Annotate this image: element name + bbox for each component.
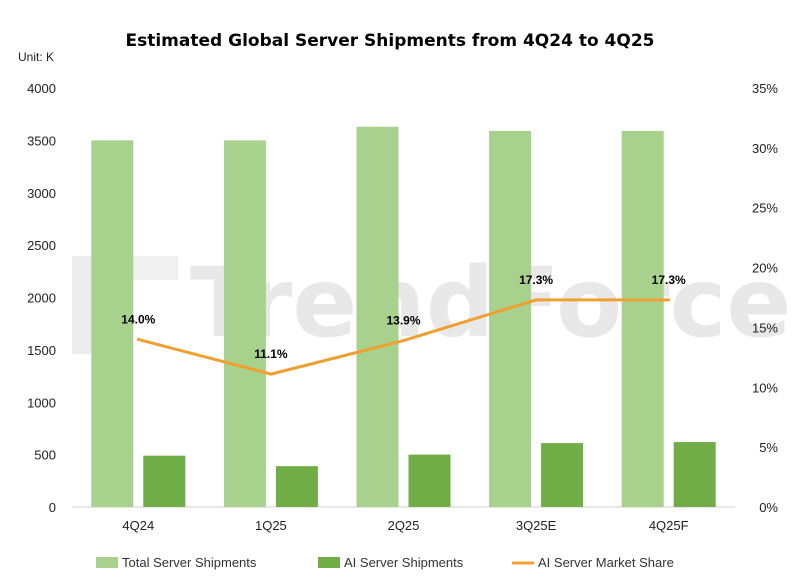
left-tick-label: 2500 xyxy=(27,238,56,253)
legend-swatch xyxy=(318,557,340,568)
trendforce-watermark: TrendForce xyxy=(72,247,791,359)
ai-shipments-bar xyxy=(143,455,186,507)
right-tick-label: 25% xyxy=(752,201,778,216)
right-tick-label: 10% xyxy=(752,380,778,395)
legend-label: Total Server Shipments xyxy=(122,555,257,570)
right-tick-label: 20% xyxy=(752,261,778,276)
market-share-point xyxy=(269,372,273,376)
total-shipments-bar xyxy=(91,140,134,507)
left-tick-label: 0 xyxy=(49,500,56,515)
line-series xyxy=(136,298,671,376)
total-shipments-bar xyxy=(621,130,664,507)
left-tick-label: 1000 xyxy=(27,395,56,410)
ai-shipments-bar xyxy=(541,443,584,507)
left-tick-label: 3000 xyxy=(27,186,56,201)
x-axis: 4Q24 1Q25 2Q25 3Q25E 4Q25F xyxy=(122,518,688,533)
unit-label: Unit: K xyxy=(18,50,54,64)
market-share-data-label: 17.3% xyxy=(519,273,553,287)
legend-label: AI Server Shipments xyxy=(344,555,464,570)
x-tick-label: 1Q25 xyxy=(255,518,287,533)
legend: Total Server Shipments AI Server Shipment… xyxy=(96,555,674,570)
left-tick-label: 500 xyxy=(34,448,56,463)
legend-swatch xyxy=(96,557,118,568)
x-tick-label: 3Q25E xyxy=(516,518,557,533)
right-tick-label: 0% xyxy=(759,500,778,515)
right-axis: 0% 5% 10% 15% 20% 25% 30% 35% xyxy=(752,81,778,515)
right-tick-label: 30% xyxy=(752,141,778,156)
x-tick-label: 2Q25 xyxy=(388,518,420,533)
bars xyxy=(91,126,716,507)
ai-shipments-bar xyxy=(673,442,716,507)
market-share-data-label: 11.1% xyxy=(254,347,288,361)
left-tick-label: 2000 xyxy=(27,291,56,306)
right-tick-label: 35% xyxy=(752,81,778,96)
left-tick-label: 1500 xyxy=(27,343,56,358)
market-share-data-label: 17.3% xyxy=(652,273,686,287)
ai-shipments-bar xyxy=(275,466,318,507)
chart-title: Estimated Global Server Shipments from 4… xyxy=(126,31,655,51)
left-axis: 0 500 1000 1500 2000 2500 3000 3500 4000 xyxy=(27,81,56,515)
market-share-point xyxy=(402,339,405,343)
market-share-point xyxy=(534,298,538,302)
right-tick-label: 5% xyxy=(759,440,778,455)
market-share-point xyxy=(667,298,671,302)
x-tick-label: 4Q25F xyxy=(649,518,689,533)
ai-shipments-bar xyxy=(408,454,451,507)
data-labels: 14.0% 11.1% 13.9% 17.3% 17.3% xyxy=(121,273,686,361)
market-share-point xyxy=(136,337,140,341)
market-share-data-label: 14.0% xyxy=(121,312,155,326)
total-shipments-bar xyxy=(356,126,399,507)
total-shipments-bar xyxy=(223,140,266,507)
left-tick-label: 3500 xyxy=(27,133,56,148)
market-share-data-label: 13.9% xyxy=(386,314,420,328)
left-tick-label: 4000 xyxy=(27,81,56,96)
right-tick-label: 15% xyxy=(752,320,778,335)
total-shipments-bar xyxy=(489,130,532,507)
legend-label: AI Server Market Share xyxy=(538,555,674,570)
x-tick-label: 4Q24 xyxy=(122,518,154,533)
